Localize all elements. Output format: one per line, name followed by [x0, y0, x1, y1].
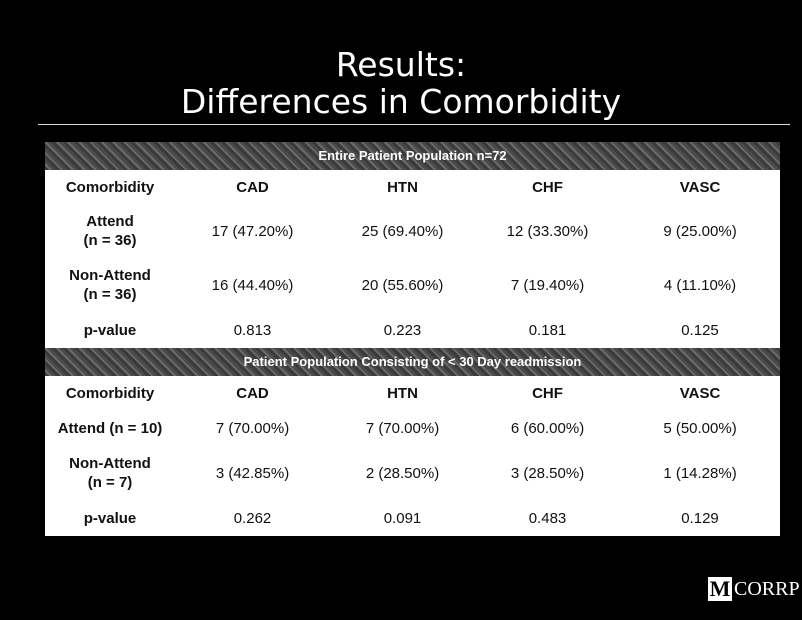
row-label-line: p-value — [83, 509, 137, 527]
column-header: CHF — [532, 384, 563, 402]
logo: M CORRP — [708, 577, 800, 601]
row-label-line: (n = 36) — [83, 232, 137, 249]
column-header: CAD — [236, 384, 269, 402]
row-label: Non-Attend (n = 7) — [45, 454, 175, 492]
logo-mark: M — [708, 576, 732, 601]
row-label: Attend (n = 10) — [45, 419, 175, 438]
value-cell: 0.223 — [383, 321, 422, 339]
logo-text: CORRP — [734, 577, 800, 600]
data-row: Non-Attend (n = 36) 16 (44.40%) 20 (55.60%)… — [45, 258, 780, 312]
column-header: CAD — [236, 178, 269, 196]
data-row: Attend (n = 36) 17 (47.20%) 25 (69.40%) 12 (… — [45, 204, 780, 258]
row-label: p-value — [45, 321, 175, 340]
value-cell: 7 (70.00%) — [365, 419, 440, 437]
value-cell: 7 (19.40%) — [510, 276, 585, 294]
row-label-line: Non-Attend — [69, 455, 151, 472]
data-row: p-value 0.813 0.223 0.181 0.125 — [45, 312, 780, 348]
data-row: p-value 0.262 0.091 0.483 0.129 — [45, 500, 780, 536]
column-header: HTN — [387, 384, 418, 402]
value-cell: 2 (28.50%) — [365, 464, 440, 482]
value-cell: 0.091 — [383, 509, 422, 527]
row-label: Attend (n = 36) — [45, 212, 175, 250]
title-line: Results: — [335, 45, 467, 84]
value-cell: 9 (25.00%) — [663, 222, 737, 240]
data-row: Non-Attend (n = 7) 3 (42.85%) 2 (28.50%) 3 (… — [45, 446, 780, 500]
row-label-line: Attend (n = 10) — [57, 419, 163, 437]
column-header: VASC — [679, 384, 721, 402]
column-header: VASC — [679, 178, 721, 196]
column-header: HTN — [387, 178, 418, 196]
column-header: CHF — [532, 178, 563, 196]
value-cell: 6 (60.00%) — [510, 419, 585, 437]
value-cell: 17 (47.20%) — [211, 222, 294, 240]
header-row: Comorbidity CAD HTN CHF VASC — [45, 376, 780, 410]
row-label-line: (n = 7) — [87, 474, 133, 491]
header-row: Comorbidity CAD HTN CHF VASC — [45, 170, 780, 204]
row-label: Non-Attend (n = 36) — [45, 266, 175, 304]
section-header: Entire Patient Population n=72 — [45, 142, 780, 170]
value-cell: 5 (50.00%) — [663, 419, 737, 437]
value-cell: 16 (44.40%) — [211, 276, 294, 294]
value-cell: 4 (11.10%) — [663, 276, 737, 294]
value-cell: 0.813 — [233, 321, 272, 339]
row-label-line: (n = 36) — [83, 286, 137, 303]
value-cell: 7 (70.00%) — [215, 419, 290, 437]
value-cell: 3 (42.85%) — [215, 464, 290, 482]
value-cell: 0.125 — [681, 321, 719, 339]
row-label-line: Non-Attend — [69, 267, 151, 284]
results-table: Entire Patient Population n=72 Comorbidit… — [45, 142, 780, 536]
column-header: Comorbidity — [65, 384, 155, 402]
row-label: p-value — [45, 509, 175, 528]
title-rule — [38, 124, 790, 125]
value-cell: 0.181 — [528, 321, 567, 339]
value-cell: 0.129 — [681, 509, 719, 527]
column-header: Comorbidity — [65, 178, 155, 196]
row-label-line: p-value — [83, 321, 137, 339]
title-line: Differences in Comorbidity — [180, 82, 622, 121]
section-header: Patient Population Consisting of < 30 Da… — [45, 348, 780, 376]
value-cell: 0.483 — [528, 509, 567, 527]
value-cell: 20 (55.60%) — [361, 276, 444, 294]
data-row: Attend (n = 10) 7 (70.00%) 7 (70.00%) 6 (60… — [45, 410, 780, 446]
value-cell: 0.262 — [233, 509, 272, 527]
value-cell: 12 (33.30%) — [506, 222, 589, 240]
row-label-line: Attend — [86, 213, 134, 230]
value-cell: 25 (69.40%) — [361, 222, 444, 240]
value-cell: 3 (28.50%) — [510, 464, 585, 482]
value-cell: 1 (14.28%) — [663, 464, 737, 482]
